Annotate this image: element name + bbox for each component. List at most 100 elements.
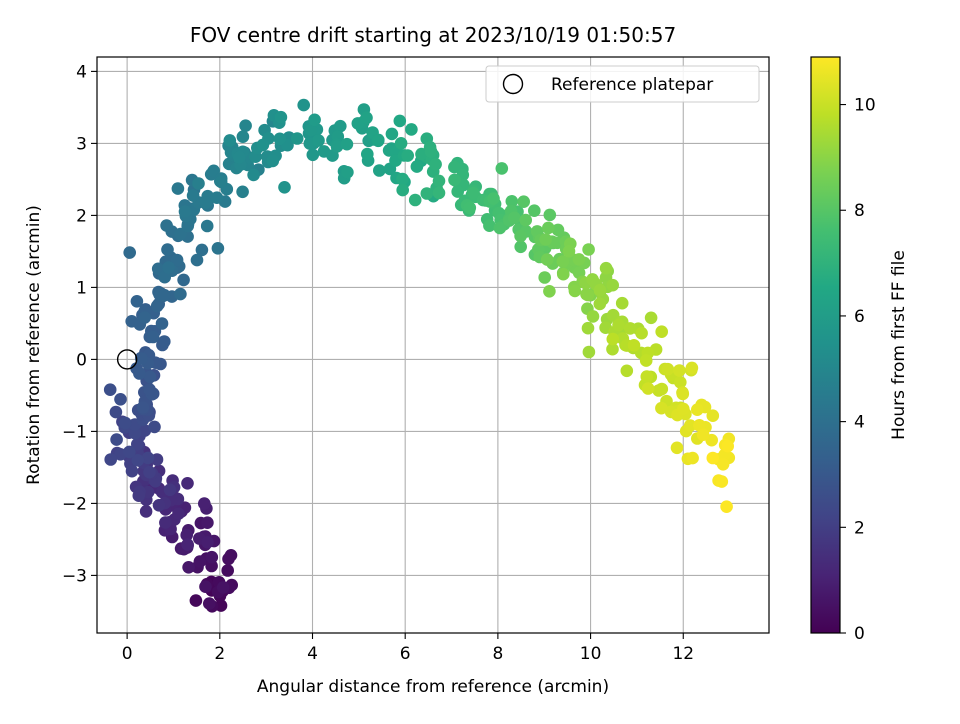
data-point [620, 364, 634, 378]
data-point [158, 288, 171, 302]
data-point [655, 382, 669, 396]
data-point [174, 227, 187, 241]
data-point [540, 253, 554, 266]
data-point [148, 420, 161, 434]
colorbar [811, 57, 840, 633]
data-point [517, 195, 530, 208]
legend-box [485, 65, 760, 103]
data-point [360, 111, 373, 125]
data-point [159, 516, 172, 529]
data-point [606, 332, 620, 346]
data-point [593, 297, 607, 311]
data-point [114, 393, 127, 406]
data-point [236, 130, 250, 143]
data-point [562, 245, 576, 258]
colorbar-tick-label: 0 [854, 624, 865, 644]
data-point [514, 240, 527, 254]
data-point [239, 119, 252, 132]
data-point [146, 330, 160, 344]
data-point [635, 326, 648, 340]
data-point [312, 134, 325, 147]
data-point [655, 401, 668, 415]
data-point [136, 401, 150, 414]
data-point [171, 182, 185, 195]
data-point [686, 451, 699, 465]
data-point [408, 193, 422, 207]
data-point [572, 253, 586, 266]
data-point [211, 242, 225, 255]
data-point [192, 177, 205, 190]
data-point [290, 132, 304, 145]
data-point [538, 271, 551, 284]
data-point [103, 383, 117, 397]
x-tick-label: 6 [400, 644, 411, 664]
data-point [528, 204, 541, 217]
data-point [467, 186, 480, 200]
data-point [393, 114, 407, 128]
plot-frame [96, 56, 770, 634]
data-point [493, 221, 507, 235]
data-point [373, 164, 386, 177]
legend-entry-reference-platepar: Reference platepar [551, 75, 713, 95]
data-point [273, 132, 287, 146]
data-point [132, 489, 146, 503]
y-tick-label: 0 [76, 350, 87, 370]
data-point [161, 243, 174, 256]
data-point [274, 110, 288, 124]
y-tick-label: 1 [76, 278, 87, 298]
data-point [361, 147, 374, 161]
data-point [222, 552, 235, 566]
data-point [236, 185, 249, 199]
data-point [706, 409, 720, 423]
data-point [415, 147, 428, 161]
data-point [160, 219, 173, 232]
data-point [138, 311, 151, 324]
x-tick-label: 8 [492, 644, 503, 664]
data-point [410, 160, 424, 173]
data-point [720, 500, 733, 513]
data-point [394, 137, 408, 150]
data-point [233, 151, 246, 164]
x-tick-label: 10 [580, 644, 602, 664]
data-point [297, 98, 311, 112]
data-point [543, 285, 556, 298]
x-axis-label: Angular distance from reference (arcmin) [257, 677, 609, 697]
data-point [715, 475, 729, 488]
data-point [641, 382, 655, 395]
x-tick-label: 0 [122, 644, 133, 664]
data-point [677, 402, 690, 416]
data-point [396, 172, 409, 186]
data-point [177, 273, 190, 287]
data-point [505, 195, 519, 208]
data-point [256, 138, 270, 152]
data-point [221, 564, 234, 577]
data-point [162, 261, 175, 274]
data-point [180, 528, 193, 542]
data-point [125, 315, 138, 328]
data-point [203, 597, 216, 610]
data-point [200, 219, 214, 233]
data-point [340, 137, 354, 151]
data-point [582, 345, 596, 359]
data-point [189, 594, 203, 607]
data-point [186, 189, 200, 202]
data-point [214, 175, 228, 189]
data-point [181, 538, 194, 551]
data-point [448, 160, 461, 174]
colorbar-tick-label: 4 [854, 413, 865, 433]
data-points [103, 98, 736, 613]
data-point [182, 561, 195, 574]
data-point [420, 187, 434, 200]
data-point [223, 134, 237, 147]
data-point [306, 148, 320, 162]
data-point [396, 183, 410, 197]
data-point [190, 253, 204, 267]
colorbar-tick-label: 10 [854, 96, 876, 116]
colorbar-tick-label: 2 [854, 518, 865, 538]
data-point [539, 233, 552, 246]
data-point [448, 173, 461, 187]
data-point [623, 322, 637, 335]
data-point [543, 208, 557, 222]
data-point [424, 145, 438, 158]
data-point [334, 119, 347, 133]
